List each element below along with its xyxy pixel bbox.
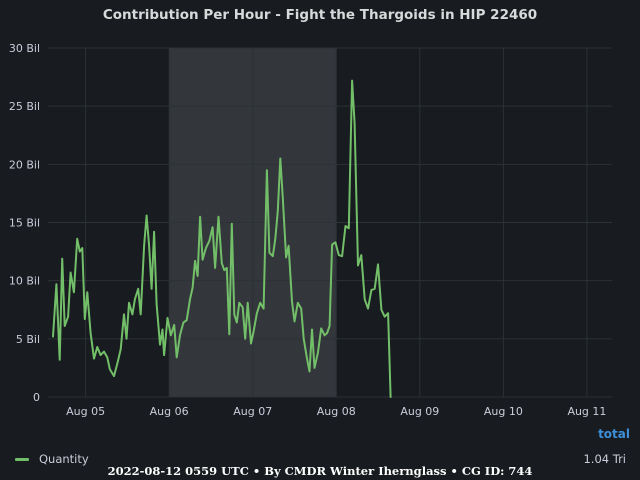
y-tick-label: 15 Bil — [9, 217, 40, 230]
x-tick-label: Aug 08 — [317, 405, 356, 418]
x-tick-label: Aug 11 — [567, 405, 606, 418]
legend-series-name: Quantity — [39, 452, 89, 466]
legend-swatch — [15, 458, 29, 461]
chart-title: Contribution Per Hour - Fight the Thargo… — [102, 7, 538, 23]
x-tick-label: Aug 05 — [66, 405, 105, 418]
x-tick-label: Aug 06 — [150, 405, 189, 418]
x-tick-label: Aug 07 — [233, 405, 272, 418]
x-tick-label: Aug 10 — [484, 405, 523, 418]
legend-item-quantity[interactable]: Quantity 1.04 Tri — [0, 450, 640, 468]
series-line-quantity — [52, 79, 392, 398]
legend-total-header[interactable]: total — [598, 427, 630, 441]
y-tick-label: 30 Bil — [9, 42, 40, 55]
y-tick-label: 10 Bil — [9, 275, 40, 288]
footer-credit: 2022-08-12 0559 UTC • By CMDR Winter Ihe… — [107, 464, 533, 478]
legend-series-total: 1.04 Tri — [583, 452, 626, 466]
y-tick-label: 20 Bil — [9, 158, 40, 171]
y-tick-label: 5 Bil — [16, 333, 40, 346]
y-tick-label: 0 — [33, 391, 40, 404]
y-tick-label: 25 Bil — [9, 100, 40, 113]
x-tick-label: Aug 09 — [400, 405, 439, 418]
